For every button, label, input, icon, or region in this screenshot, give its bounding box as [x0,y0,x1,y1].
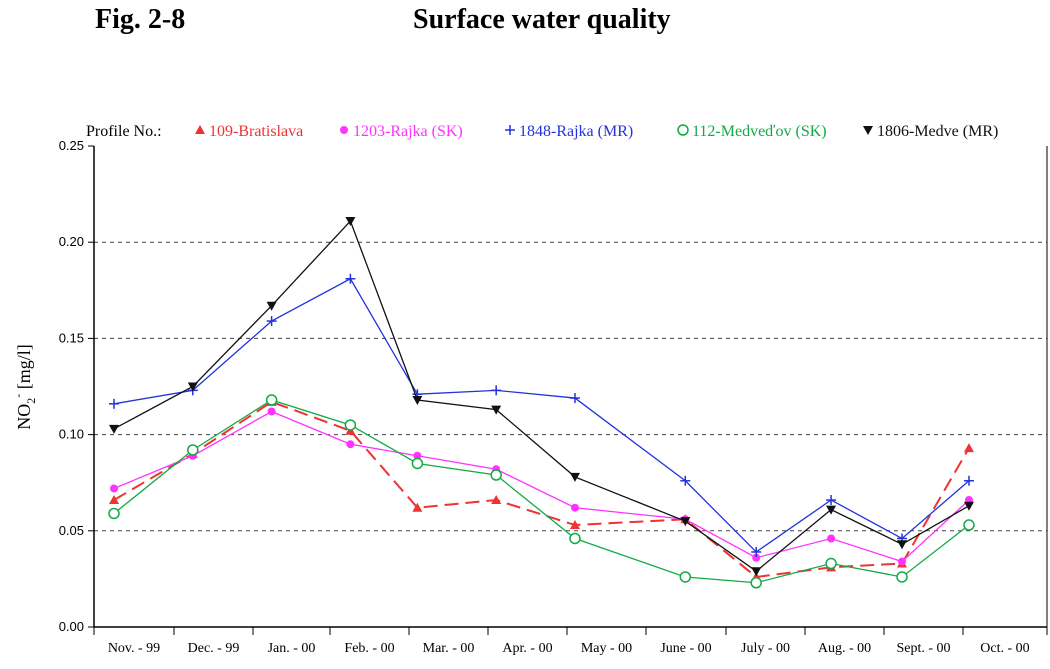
legend-marker [195,125,205,134]
data-point [267,407,276,416]
data-point [569,472,580,482]
data-point [680,475,691,486]
data-point [751,546,762,557]
data-point [569,532,581,545]
data-point [109,424,119,434]
y-tick-label: 0.05 [59,523,84,538]
series-line [113,410,970,563]
data-point [825,557,837,570]
series-5 [109,217,974,577]
legend-label: 112-Medveďov (SK) [692,123,827,140]
data-point [108,507,120,520]
data-point [490,469,502,481]
x-tick-label: Feb. - 00 [344,641,394,656]
data-point [412,502,423,512]
data-point [266,301,277,311]
data-point [187,382,198,392]
data-point [898,557,906,566]
series-line [113,399,970,584]
legend-label: 1203-Rajka (SK) [353,123,463,140]
y-tick-label: 0.10 [59,427,84,442]
data-point [569,393,580,404]
data-point [345,217,356,227]
data-point [109,495,119,505]
x-tick-label: Oct. - 00 [980,641,1029,656]
data-point [826,505,837,515]
axes: 0.00 0.05 0.10 0.15 0.20 0.25 Nov. - 99 Dec. - … [59,138,1048,656]
data-point [265,394,278,406]
figure-title: Surface water quality [413,4,671,35]
x-tick-label: May - 00 [581,641,632,656]
data-point [896,571,908,583]
legend-marker [863,126,873,135]
data-point [826,495,837,506]
x-tick-label: Aug. - 00 [818,641,871,656]
series-layer [108,217,975,589]
data-point [345,273,356,284]
data-point [187,444,199,456]
data-point [491,405,502,415]
data-point [827,534,836,543]
data-point [963,443,974,453]
gridlines [94,241,1047,532]
data-point [750,576,762,589]
data-point [963,475,974,486]
data-point [413,451,422,460]
series-2 [110,407,973,566]
series-line [113,277,970,553]
legend-label: 1848-Rajka (MR) [519,123,633,140]
x-tick-label: June - 00 [660,641,711,656]
series-3 [109,273,974,557]
data-point [491,385,502,396]
x-tick-label: Sept. - 00 [896,641,950,656]
data-point [679,571,692,583]
data-point [411,457,424,470]
data-point [266,316,277,327]
data-point [680,517,691,527]
x-tick-label: Jan. - 00 [268,641,316,656]
x-tick-label: Mar. - 00 [423,641,475,656]
figure-number: Fig. 2-8 [95,4,186,35]
legend-label: 1806-Medve (MR) [877,123,998,140]
data-point [963,519,975,531]
x-tick-label: Nov. - 99 [108,641,160,656]
y-axis-label: NO2- [mg/l] [11,344,38,430]
data-point [110,484,118,493]
data-point [569,520,580,530]
y-tick-label: 0.20 [59,234,84,249]
x-tick-label: July - 00 [741,641,790,656]
legend-marker [677,124,689,136]
x-tick-label: Apr. - 00 [502,641,552,656]
data-point [752,553,761,562]
legend-marker [340,126,348,134]
data-point [751,567,762,577]
y-tick-label: 0.25 [59,138,84,153]
data-point [491,495,502,505]
data-point [346,440,355,449]
series-4 [108,394,975,589]
data-point [344,419,357,431]
series-1 [109,396,974,581]
y-tick-label: 0.00 [59,619,84,634]
data-point [963,501,974,511]
data-point [412,395,423,405]
x-tick-label: Dec. - 99 [188,641,240,656]
legend: Profile No.: 109-Bratislava 1203-Rajka (SK… [86,123,998,140]
legend-marker [505,125,515,135]
y-tick-label: 0.15 [59,330,84,345]
y-axis-title: NO2- [mg/l] [11,344,38,430]
legend-title: Profile No.: [86,123,162,140]
legend-label: 109-Bratislava [209,123,303,140]
data-point [570,503,579,512]
series-line [113,400,970,579]
data-point [109,398,119,409]
series-line [113,219,970,573]
data-point [897,540,907,550]
